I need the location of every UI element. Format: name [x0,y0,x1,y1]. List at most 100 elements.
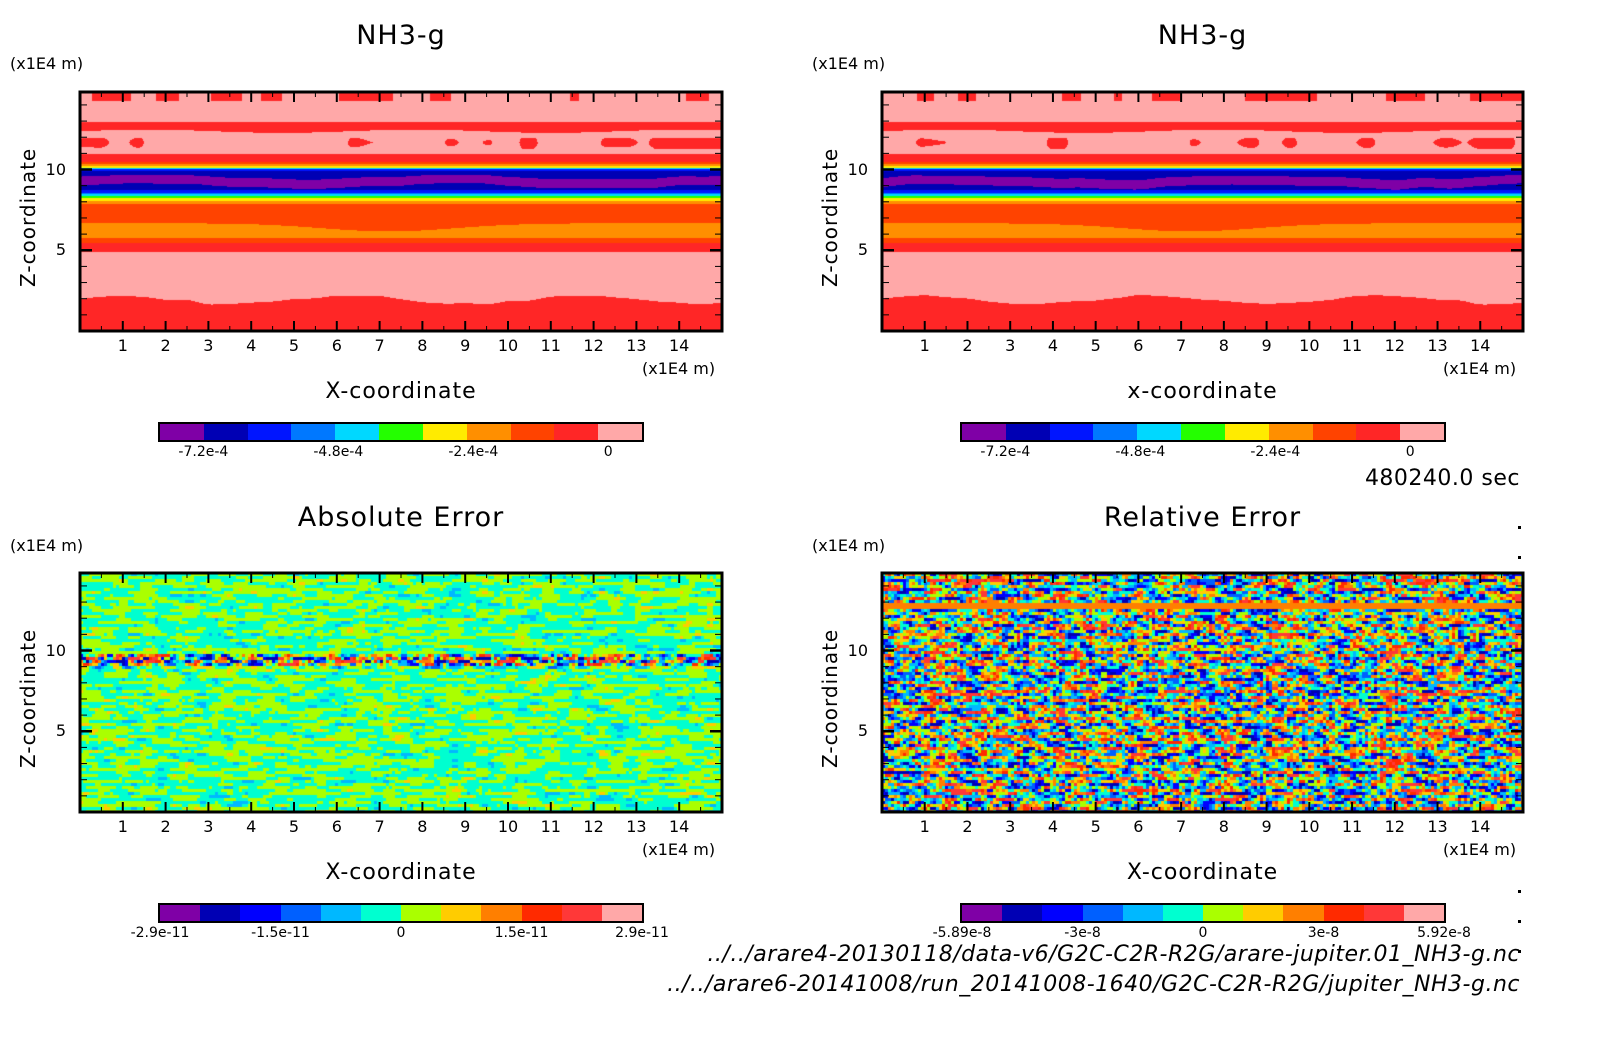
colorbar-swatch [962,424,1006,440]
x-tick-label: 3 [1005,336,1016,355]
colorbar-swatch [1403,905,1445,921]
x-tick-label: 1 [919,336,930,355]
x-tick-label: 7 [374,336,385,355]
x-tick-label: 13 [1427,817,1448,836]
colorbar-swatch [1224,424,1269,440]
x-axis-label: X-coordinate [1126,860,1279,885]
x-tick-label: 9 [460,336,471,355]
colorbar-swatch [521,905,563,921]
x-axis-label: X-coordinate [325,379,477,404]
colorbar-swatch [1002,905,1044,921]
colorbar-swatch [203,424,248,440]
colorbar-tick-label: -4.8e-4 [1115,444,1166,460]
colorbar-swatch [561,905,603,921]
colorbar-swatch [1243,905,1285,921]
chart-title: Absolute Error [297,502,505,533]
x-axis-unit: (x1E4 m) [1443,840,1517,859]
colorbar-tick-label: 5.92e-8 [1417,925,1471,941]
colorbar-tick-label: 2.9e-11 [615,925,669,941]
x-tick-label: 11 [1341,817,1363,836]
colorbar-tick-label: -2.4e-4 [1250,444,1301,460]
dot-marker [1518,526,1521,529]
x-tick-label: 6 [331,336,342,355]
x-tick-label: 2 [160,336,171,355]
y-axis-label: Z-coordinate [818,147,842,287]
x-tick-label: 13 [1427,336,1448,355]
plot-frame [880,90,1525,333]
colorbar-swatch [1203,905,1244,921]
chart-title: NH3-g [1157,20,1248,51]
x-tick-label: 10 [497,336,519,355]
plot-frame [78,571,724,814]
colorbar-swatch [320,905,362,921]
colorbar-swatch [335,424,380,440]
colorbar-swatch [1005,424,1050,440]
x-tick-label: 13 [626,336,647,355]
colorbar-swatch [160,905,201,921]
x-tick-label: 10 [497,817,519,836]
colorbar-swatch [1137,424,1182,440]
x-tick-label: 2 [962,336,973,355]
colorbar-swatch [962,905,1003,921]
colorbar-swatch [598,424,643,440]
y-axis-label: Z-coordinate [818,628,842,768]
y-tick-label: 10 [45,640,66,660]
x-tick-label: 7 [1176,336,1187,355]
x-tick-label: 9 [1261,336,1272,355]
colorbar-swatch [200,905,242,921]
x-axis-unit: (x1E4 m) [1443,359,1517,378]
axes-border [78,90,724,333]
colorbar-swatch [1049,424,1094,440]
x-tick-label: 1 [117,817,128,836]
y-tick-label: 5 [55,240,66,260]
colorbar-swatch [1042,905,1084,921]
y-axis-unit: (x1E4 m) [10,54,84,73]
dot-marker [1518,556,1521,559]
colorbar-tick-label: -5.89e-8 [932,925,992,941]
axes-border [880,90,1525,333]
colorbar-border [158,422,644,442]
x-tick-label: 4 [246,817,257,836]
x-tick-label: 4 [246,336,257,355]
y-tick-label: 5 [857,721,868,741]
colorbar-border [960,903,1446,923]
heatmap-field [80,573,722,812]
y-tick-label: 5 [55,721,66,741]
y-tick-label: 5 [857,240,868,260]
colorbar-tick-label: 3e-8 [1307,925,1340,941]
x-tick-label: 6 [1133,817,1144,836]
x-tick-label: 5 [1090,336,1101,355]
colorbar-swatch [554,424,599,440]
x-tick-label: 4 [1047,336,1059,355]
colorbar-swatch [360,905,402,921]
colorbar-swatch [240,905,282,921]
colorbar-swatch [1363,905,1405,921]
x-tick-label: 1 [117,336,128,355]
colorbar-swatch [1283,905,1325,921]
x-tick-label: 14 [1470,336,1491,355]
colorbar-tick-label: -7.2e-4 [980,444,1031,460]
x-tick-label: 12 [583,817,604,836]
x-tick-label: 13 [626,817,647,836]
heatmap-field [882,573,1523,812]
x-tick-label: 7 [374,817,385,836]
x-tick-label: 14 [669,817,690,836]
colorbar-tick-label: -7.2e-4 [178,444,229,460]
x-tick-label: 1 [919,817,930,836]
colorbar-tick-label: 0 [1198,925,1208,941]
colorbar-swatch [1312,424,1357,440]
x-tick-label: 8 [1218,817,1229,836]
x-tick-label: 3 [203,336,214,355]
colorbar-swatch [247,424,292,440]
x-tick-label: 8 [417,336,428,355]
x-tick-label: 3 [1005,817,1016,836]
x-axis-unit: (x1E4 m) [642,359,716,378]
x-tick-label: 5 [288,336,300,355]
time-label: 480240.0 sec [1364,466,1520,491]
axes-border [880,571,1525,814]
x-tick-label: 5 [288,817,300,836]
colorbar-swatch [1356,424,1401,440]
x-tick-label: 6 [1133,336,1144,355]
colorbar-swatch [379,424,424,440]
heatmap-field [80,92,722,331]
